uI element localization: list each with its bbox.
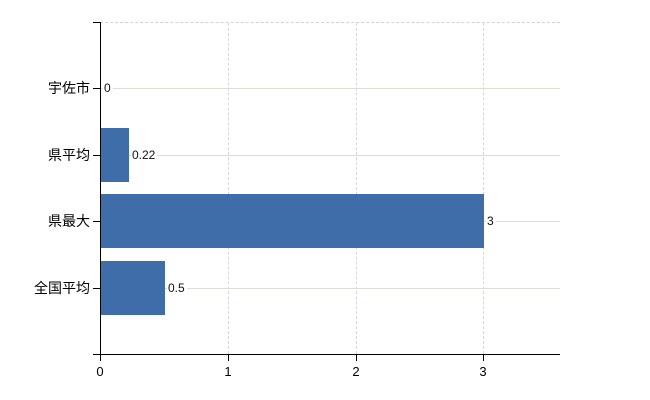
x-tick	[100, 354, 101, 361]
x-tick-label: 0	[96, 364, 104, 379]
x-tick-label: 2	[352, 364, 360, 379]
y-tick	[93, 88, 100, 89]
bar-value-label: 3	[486, 214, 496, 228]
y-tick	[93, 221, 100, 222]
vertical-gridline	[355, 23, 357, 354]
plot-top-border	[100, 22, 560, 23]
category-label: 宇佐市	[48, 80, 90, 96]
horizontal-gridline	[101, 155, 560, 156]
y-axis-top-tick	[93, 22, 100, 23]
category-label: 県最大	[48, 213, 90, 229]
x-axis	[93, 354, 560, 355]
category-label: 県平均	[48, 147, 90, 163]
bar-value-label: 0	[103, 81, 113, 95]
vertical-gridline	[227, 23, 229, 354]
y-axis	[100, 22, 101, 354]
x-tick	[228, 354, 229, 361]
x-tick-label: 1	[224, 364, 232, 379]
bar-value-label: 0.22	[131, 148, 158, 162]
x-tick	[483, 354, 484, 361]
bar	[101, 261, 165, 315]
bar	[101, 128, 129, 182]
x-tick-label: 3	[479, 364, 487, 379]
category-label: 全国平均	[34, 280, 90, 296]
y-tick	[93, 288, 100, 289]
vertical-gridline	[483, 23, 485, 354]
bar	[101, 194, 484, 248]
y-tick	[93, 155, 100, 156]
horizontal-gridline	[101, 88, 560, 89]
bar-value-label: 0.5	[167, 281, 187, 295]
horizontal-gridline	[101, 288, 560, 289]
x-tick	[356, 354, 357, 361]
